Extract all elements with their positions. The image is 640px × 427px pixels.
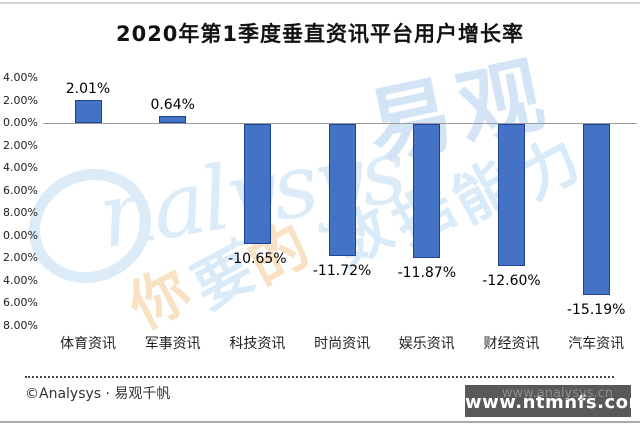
- y-tick-label: 8.00%: [3, 206, 38, 219]
- category-label: 财经资讯: [483, 336, 540, 352]
- footer-dotted-separator: [25, 376, 614, 378]
- category-label: 汽车资讯: [568, 336, 625, 352]
- bar: [498, 124, 525, 266]
- category-label: 科技资讯: [229, 336, 286, 352]
- bar: [74, 100, 102, 123]
- bar-value-label: -10.65%: [228, 250, 287, 267]
- y-tick-label: 6.00%: [3, 183, 38, 197]
- bottom-border-line: [0, 421, 640, 423]
- bar: [243, 124, 271, 244]
- bar-value-label: -11.87%: [397, 264, 457, 281]
- y-tick-label: 2.00%: [3, 251, 38, 264]
- y-tick-label: 2.00%: [3, 138, 38, 152]
- bar-value-label: -15.19%: [566, 301, 626, 318]
- category-label: 军事资讯: [144, 336, 201, 352]
- category-label: 体育资讯: [60, 336, 116, 352]
- footer-stamp-badge: www.ntmnfs.com: [465, 385, 640, 417]
- y-tick-label: 0.00%: [3, 228, 38, 242]
- bar: [413, 124, 441, 258]
- y-tick-label: 4.00%: [3, 71, 38, 84]
- footer-copyright: ©Analysys · 易观千帆: [25, 386, 171, 402]
- y-tick-label: 6.00%: [3, 296, 38, 309]
- category-label: 娱乐资讯: [398, 336, 455, 352]
- bar-value-label: 2.01%: [65, 81, 111, 98]
- footer-url-watermark: www.analysys.cn: [501, 386, 613, 401]
- bar: [582, 124, 610, 295]
- y-tick-label: 4.00%: [3, 161, 38, 174]
- y-tick-label: 2.00%: [3, 93, 38, 107]
- y-tick-label: 4.00%: [3, 273, 38, 287]
- top-border-line: [0, 2, 640, 4]
- x-axis-line: [43, 123, 637, 124]
- bar-value-label: -11.72%: [312, 262, 372, 279]
- chart-title: 2020年第1季度垂直资讯平台用户增长率: [115, 22, 525, 46]
- y-tick-label: 8.00%: [3, 318, 38, 332]
- y-tick-label: 0.00%: [3, 116, 38, 129]
- bar-value-label: -12.60%: [482, 272, 541, 289]
- category-label: 时尚资讯: [314, 336, 371, 352]
- bar-value-label: 0.64%: [150, 96, 195, 113]
- bar: [328, 124, 356, 256]
- bar: [159, 115, 187, 123]
